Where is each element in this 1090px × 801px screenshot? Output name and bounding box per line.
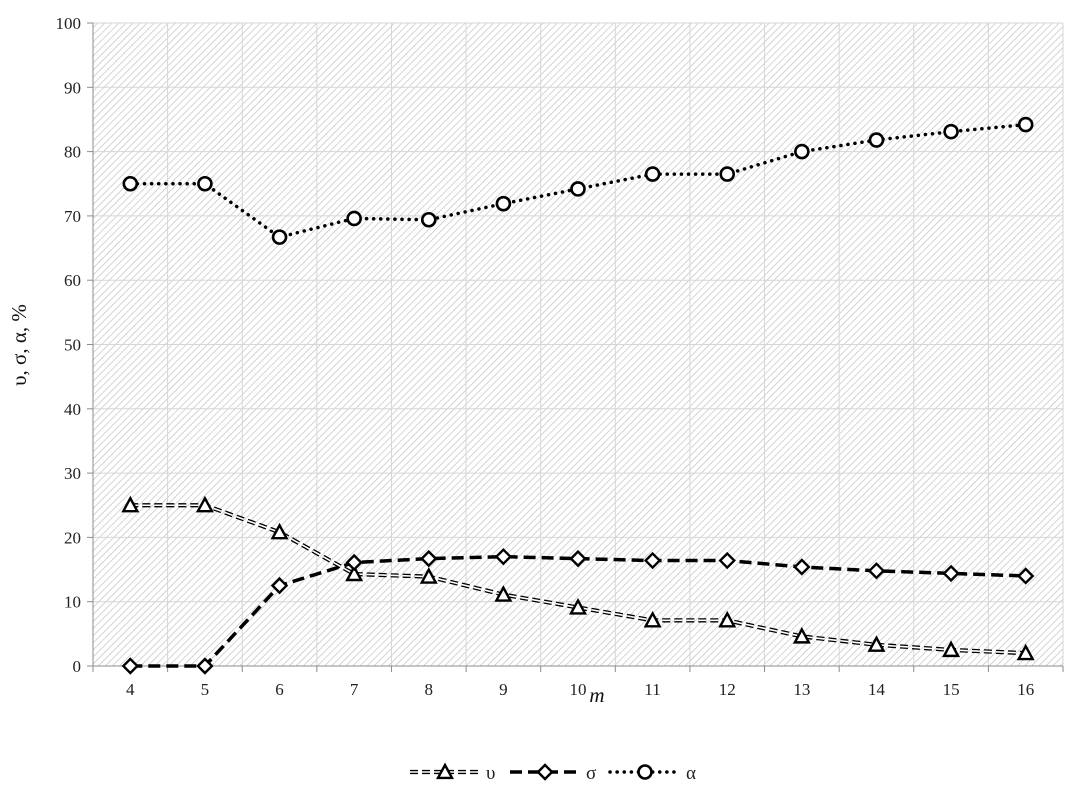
data-point-triangle [195, 495, 214, 513]
data-point-triangle [419, 567, 438, 584]
data-point-circle [197, 175, 213, 192]
data-point-circle [420, 211, 437, 228]
y-tick-label: 30 [64, 464, 81, 483]
data-point-diamond [345, 553, 363, 572]
x-tick-label: 7 [350, 680, 359, 699]
data-point-circle [271, 229, 288, 245]
data-point-circle [644, 166, 661, 182]
y-tick-label: 50 [64, 336, 81, 355]
y-tick-label: 90 [64, 78, 81, 97]
x-tick-label: 11 [644, 680, 660, 699]
data-point-triangle [345, 564, 364, 582]
data-point-diamond [942, 564, 960, 583]
legend-label: σ [586, 763, 596, 784]
data-point-triangle [121, 495, 140, 513]
data-point-circle [868, 132, 885, 148]
data-point-diamond [793, 558, 811, 576]
x-tick-label: 5 [201, 680, 210, 699]
series-diamond [121, 547, 1035, 675]
data-point-diamond [1016, 567, 1035, 585]
y-tick-label: 10 [64, 593, 81, 612]
legend-item: υ [410, 762, 495, 784]
data-point-triangle [867, 635, 886, 652]
legend-item: σ [510, 763, 596, 784]
data-point-triangle [643, 610, 662, 628]
data-point-triangle [718, 610, 737, 628]
data-point-diamond [718, 551, 736, 570]
data-point-circle [122, 175, 139, 192]
x-tick-label: 8 [425, 680, 434, 699]
data-point-diamond [121, 657, 140, 675]
x-tick-label: 15 [943, 680, 960, 699]
x-tick-label: 4 [126, 680, 135, 699]
x-tick-label: 9 [499, 680, 508, 699]
y-tick-label: 80 [64, 143, 81, 162]
legend-marker-diamond [536, 763, 554, 781]
x-tick-label: 14 [868, 680, 886, 699]
legend-label: υ [486, 763, 495, 784]
y-tick-label: 20 [64, 528, 81, 547]
x-tick-label: 10 [570, 680, 587, 699]
x-axis-ticks: 4 5 6 7 8 9 10 11 12 13 14 15 16 [92, 666, 1064, 699]
x-tick-label: 12 [719, 680, 736, 699]
data-point-triangle [792, 626, 811, 644]
y-axis-title: υ, σ, α, % [7, 304, 31, 386]
data-point-diamond [196, 657, 214, 675]
data-point-circle [346, 210, 362, 227]
y-tick-label: 100 [56, 14, 82, 33]
data-point-diamond [494, 547, 513, 566]
x-axis-title: m [589, 683, 604, 707]
data-point-triangle [494, 585, 513, 602]
data-point-circle [495, 195, 512, 212]
data-point-diamond [643, 551, 662, 570]
y-tick-label: 70 [64, 207, 81, 226]
data-point-diamond [420, 549, 438, 568]
series-layer [121, 116, 1035, 675]
legend-marker-circle [637, 764, 653, 780]
legend-marker-triangle [435, 762, 455, 780]
series-triangle [121, 495, 1035, 661]
data-point-triangle [942, 640, 961, 658]
data-point-circle [1017, 116, 1034, 133]
data-point-circle [570, 181, 586, 197]
series-circle [122, 116, 1034, 245]
y-tick-label: 60 [64, 271, 81, 290]
x-tick-label: 13 [793, 680, 810, 699]
data-point-triangle [1016, 643, 1035, 661]
data-point-triangle [568, 597, 588, 615]
data-point-circle [719, 166, 736, 182]
data-point-circle [943, 123, 959, 140]
data-point-diamond [569, 549, 587, 568]
x-tick-label: 6 [275, 680, 284, 699]
y-tick-label: 40 [64, 400, 81, 419]
data-point-circle [794, 143, 810, 160]
x-tick-label: 16 [1017, 680, 1034, 699]
legend-item: α [608, 763, 696, 784]
data-point-diamond [867, 562, 886, 580]
y-axis-ticks: 0 10 20 30 40 50 60 70 80 90 100 [56, 14, 93, 676]
y-tick-label: 0 [73, 657, 82, 676]
data-point-diamond [270, 576, 289, 595]
legend-label: α [686, 763, 696, 784]
data-point-triangle [270, 522, 289, 540]
